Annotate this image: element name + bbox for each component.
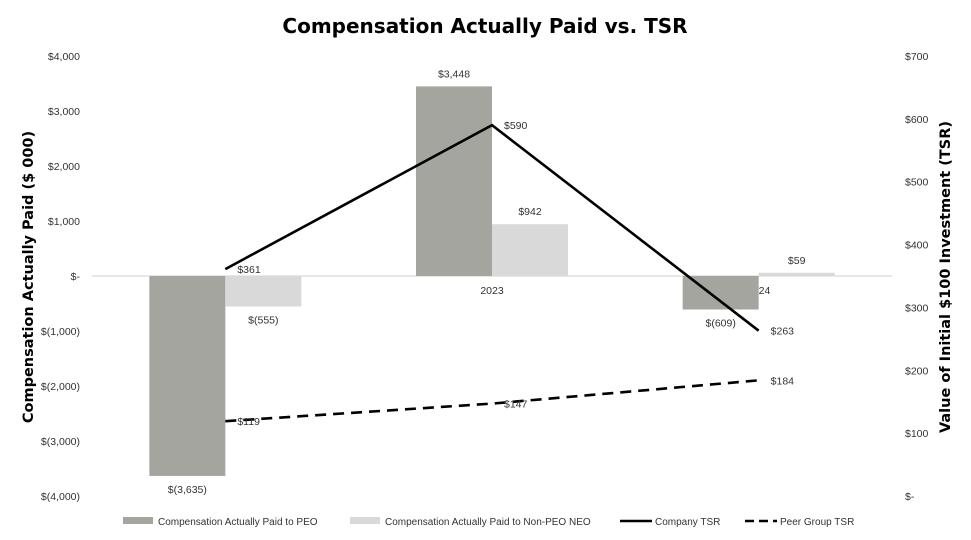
legend-label: Peer Group TSR: [780, 517, 854, 528]
line-data-label: $263: [771, 326, 795, 338]
line-data-label: $590: [504, 120, 528, 132]
x-tick-label: 2023: [480, 285, 504, 297]
legend-swatch: [123, 517, 153, 524]
legend-label: Compensation Actually Paid to Non-PEO NE…: [385, 517, 591, 528]
bar-data-label: $59: [788, 255, 806, 267]
y-axis-right-title: Value of Initial $100 Investment (TSR): [938, 121, 954, 433]
bar-data-label: $(3,635): [168, 484, 207, 496]
legend-swatch: [350, 517, 380, 524]
y-right-tick-label: $500: [905, 177, 929, 189]
bar: [225, 276, 302, 307]
bar-data-label: $3,448: [438, 68, 470, 80]
legend-label: Compensation Actually Paid to PEO: [158, 517, 318, 528]
bar: [492, 224, 568, 276]
bar-data-label: $(555): [248, 315, 278, 327]
legend: Compensation Actually Paid to PEO Compens…: [123, 517, 854, 528]
chart-title: Compensation Actually Paid vs. TSR: [282, 14, 687, 38]
y-right-tick-label: $400: [905, 240, 929, 252]
line-data-label: $119: [237, 416, 260, 428]
y-left-tick-label: $2,000: [48, 161, 80, 173]
y-right-tick-label: $-: [905, 491, 915, 503]
data-labels: $(3,635) $3,448 $(609) $(555) $942 $59 $361 $59…: [168, 68, 806, 496]
peer-group-tsr-line: [225, 379, 759, 423]
y-right-tick-label: $100: [905, 428, 929, 440]
bar-data-label: $(609): [705, 317, 735, 329]
y-right-tick-label: $200: [905, 365, 929, 377]
y-left-tick-label: $(1,000): [41, 326, 80, 338]
y-left-tick-label: $(2,000): [41, 381, 80, 393]
y-left-tick-label: $(3,000): [41, 436, 80, 448]
bar-data-label: $942: [518, 206, 542, 218]
y-left-tick-label: $1,000: [48, 216, 80, 228]
line-data-label: $361: [237, 264, 261, 276]
y-right-tick-label: $700: [905, 51, 929, 63]
legend-label: Company TSR: [655, 517, 720, 528]
lines: [224, 123, 760, 423]
line-data-label: $184: [771, 375, 795, 387]
y-left-tick-label: $(4,000): [41, 491, 80, 503]
y-left-tick-label: $4,000: [48, 51, 80, 63]
y-right-tick-label: $600: [905, 114, 929, 126]
bar: [149, 276, 226, 476]
y-left-tick-label: $-: [71, 271, 81, 283]
bar: [416, 86, 492, 276]
line-data-label: $147: [504, 399, 528, 411]
bar: [758, 272, 835, 276]
y-left-tick-label: $3,000: [48, 106, 80, 118]
y-right-tick-label: $300: [905, 302, 929, 314]
y-axis-left-title: Compensation Actually Paid ($ 000): [21, 131, 37, 423]
company-tsr-line: [224, 123, 760, 332]
